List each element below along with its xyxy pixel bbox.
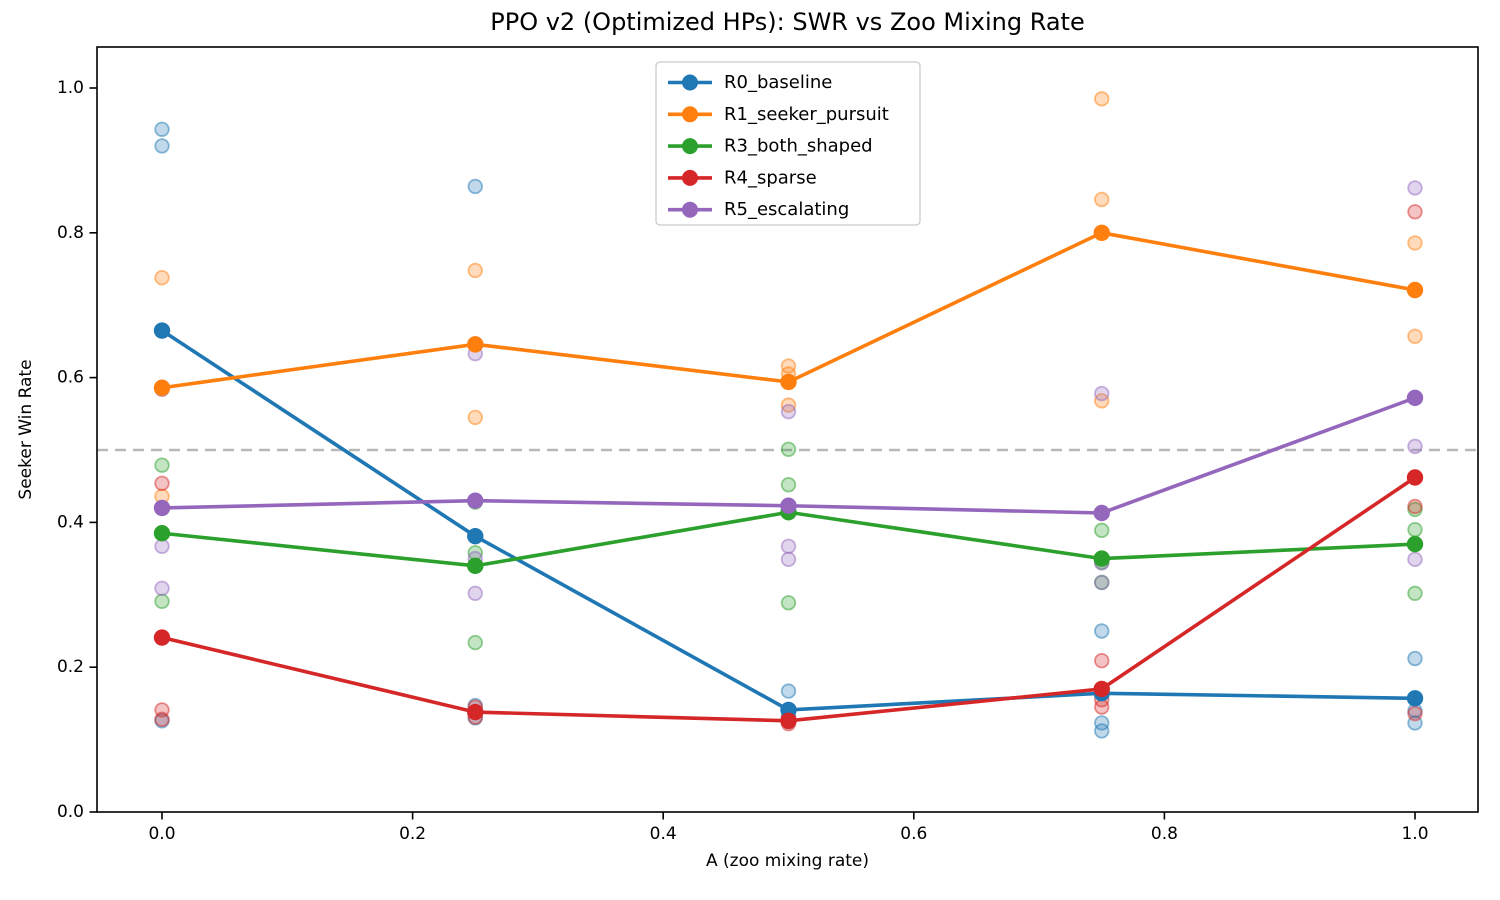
axes-spines (96, 46, 1479, 813)
scatter-point-R5_escalating (1094, 574, 1110, 591)
y-tick-label-0.8: 0.8 (57, 223, 84, 243)
y-tick-label-1.0: 1.0 (57, 78, 84, 98)
x-tick-label-0.6: 0.6 (900, 824, 927, 844)
mean-marker-R1_seeker_pursuit (153, 379, 171, 396)
scatter-point-R5_escalating (1407, 551, 1423, 568)
scatter-point-R1_seeker_pursuit (467, 262, 483, 279)
mean-marker-R3_both_shaped (1406, 535, 1424, 553)
mean-marker-R0_baseline (153, 322, 171, 339)
scatter-point-R0_baseline (1407, 650, 1423, 667)
scatter-point-R4_sparse (154, 475, 170, 492)
legend-marker-R4_sparse (682, 169, 698, 186)
x-tick-label-0.4: 0.4 (650, 824, 677, 844)
scatter-point-R4_sparse (1094, 652, 1110, 669)
mean-marker-R3_both_shaped (153, 525, 171, 542)
mean-marker-R4_sparse (467, 703, 484, 721)
x-tick-label-0.0: 0.0 (148, 824, 175, 844)
scatter-point-R1_seeker_pursuit (154, 269, 170, 286)
legend-marker-R1_seeker_pursuit (682, 106, 698, 123)
scatter-point-R3_both_shaped (154, 593, 170, 610)
legend-marker-R0_baseline (682, 74, 698, 91)
y-tick-label-0.0: 0.0 (57, 802, 84, 822)
scatter-point-R3_both_shaped (1094, 522, 1110, 539)
legend-label-R5_escalating: R5_escalating (724, 199, 849, 220)
scatter-point-R5_escalating (780, 551, 797, 568)
mean-marker-R5_escalating (780, 497, 797, 514)
mean-marker-R5_escalating (467, 492, 484, 509)
scatter-point-R5_escalating (154, 580, 170, 596)
legend-marker-R3_both_shaped (682, 138, 698, 155)
mean-marker-R0_baseline (467, 527, 484, 545)
mean-marker-R4_sparse (1406, 469, 1424, 486)
scatter-point-R1_seeker_pursuit (1094, 91, 1110, 107)
mean-marker-R3_both_shaped (467, 557, 484, 575)
scatter-point-R0_baseline (154, 121, 170, 137)
scatter-point-R3_both_shaped (780, 477, 797, 493)
mean-marker-R5_escalating (1406, 389, 1424, 407)
scatter-point-R4_sparse (154, 711, 170, 728)
mean-marker-R1_seeker_pursuit (1406, 281, 1424, 299)
y-tick-label-0.2: 0.2 (57, 657, 84, 677)
scatter-point-R3_both_shaped (467, 634, 483, 651)
scatter-point-R5_escalating (1407, 180, 1423, 196)
legend-label-R4_sparse: R4_sparse (724, 167, 817, 188)
mean-marker-R4_sparse (780, 712, 797, 729)
mean-marker-R5_escalating (153, 499, 171, 517)
scatter-point-R5_escalating (1407, 438, 1423, 455)
mean-marker-R1_seeker_pursuit (780, 373, 797, 391)
legend-box (655, 61, 921, 226)
mean-marker-R4_sparse (1093, 680, 1110, 698)
scatter-point-R5_escalating (154, 538, 170, 554)
scatter-point-R4_sparse (1407, 705, 1423, 722)
scatter-point-R0_baseline (780, 683, 797, 699)
scatter-point-R3_both_shaped (780, 595, 797, 611)
scatter-point-R4_sparse (1407, 204, 1423, 220)
x-tick-label-0.2: 0.2 (399, 824, 426, 844)
mean-marker-R5_escalating (1093, 504, 1110, 522)
scatter-point-R4_sparse (1407, 498, 1423, 515)
legend-marker-R5_escalating (682, 201, 698, 218)
mean-marker-R1_seeker_pursuit (1093, 224, 1110, 241)
y-tick-label-0.4: 0.4 (57, 512, 84, 532)
scatter-point-R1_seeker_pursuit (1407, 235, 1423, 251)
x-tick-label-1.0: 1.0 (1401, 824, 1428, 844)
mean-marker-R4_sparse (153, 629, 171, 646)
legend-label-R0_baseline: R0_baseline (724, 72, 832, 93)
scatter-point-R1_seeker_pursuit (780, 358, 797, 374)
chart-title: PPO v2 (Optimized HPs): SWR vs Zoo Mixin… (490, 8, 1085, 36)
scatter-point-R5_escalating (780, 403, 797, 420)
scatter-point-R1_seeker_pursuit (467, 409, 483, 426)
mean-marker-R1_seeker_pursuit (467, 336, 484, 353)
scatter-point-R0_baseline (1094, 715, 1110, 731)
y-axis-label: Seeker Win Rate (16, 359, 36, 500)
scatter-point-R1_seeker_pursuit (1094, 191, 1110, 208)
y-tick-label-0.6: 0.6 (57, 368, 84, 388)
legend-label-R1_seeker_pursuit: R1_seeker_pursuit (724, 104, 889, 125)
x-tick-label-0.8: 0.8 (1151, 824, 1178, 844)
scatter-point-R0_baseline (154, 138, 170, 154)
scatter-point-R0_baseline (1094, 623, 1110, 639)
scatter-point-R3_both_shaped (154, 457, 170, 473)
scatter-point-R0_baseline (1094, 723, 1110, 739)
scatter-point-R1_seeker_pursuit (1407, 328, 1423, 345)
scatter-point-R5_escalating (1094, 385, 1110, 402)
scatter-point-R5_escalating (467, 585, 483, 602)
scatter-point-R3_both_shaped (1407, 585, 1423, 602)
scatter-point-R3_both_shaped (780, 441, 797, 457)
scatter-point-R5_escalating (780, 538, 797, 554)
scatter-point-R3_both_shaped (1407, 521, 1423, 538)
legend-label-R3_both_shaped: R3_both_shaped (724, 136, 873, 157)
x-axis-label: A (zoo mixing rate) (706, 851, 869, 871)
mean-marker-R3_both_shaped (1093, 550, 1110, 567)
scatter-point-R4_sparse (1094, 699, 1110, 715)
scatter-point-R0_baseline (467, 178, 483, 195)
mean-marker-R0_baseline (1406, 690, 1424, 707)
